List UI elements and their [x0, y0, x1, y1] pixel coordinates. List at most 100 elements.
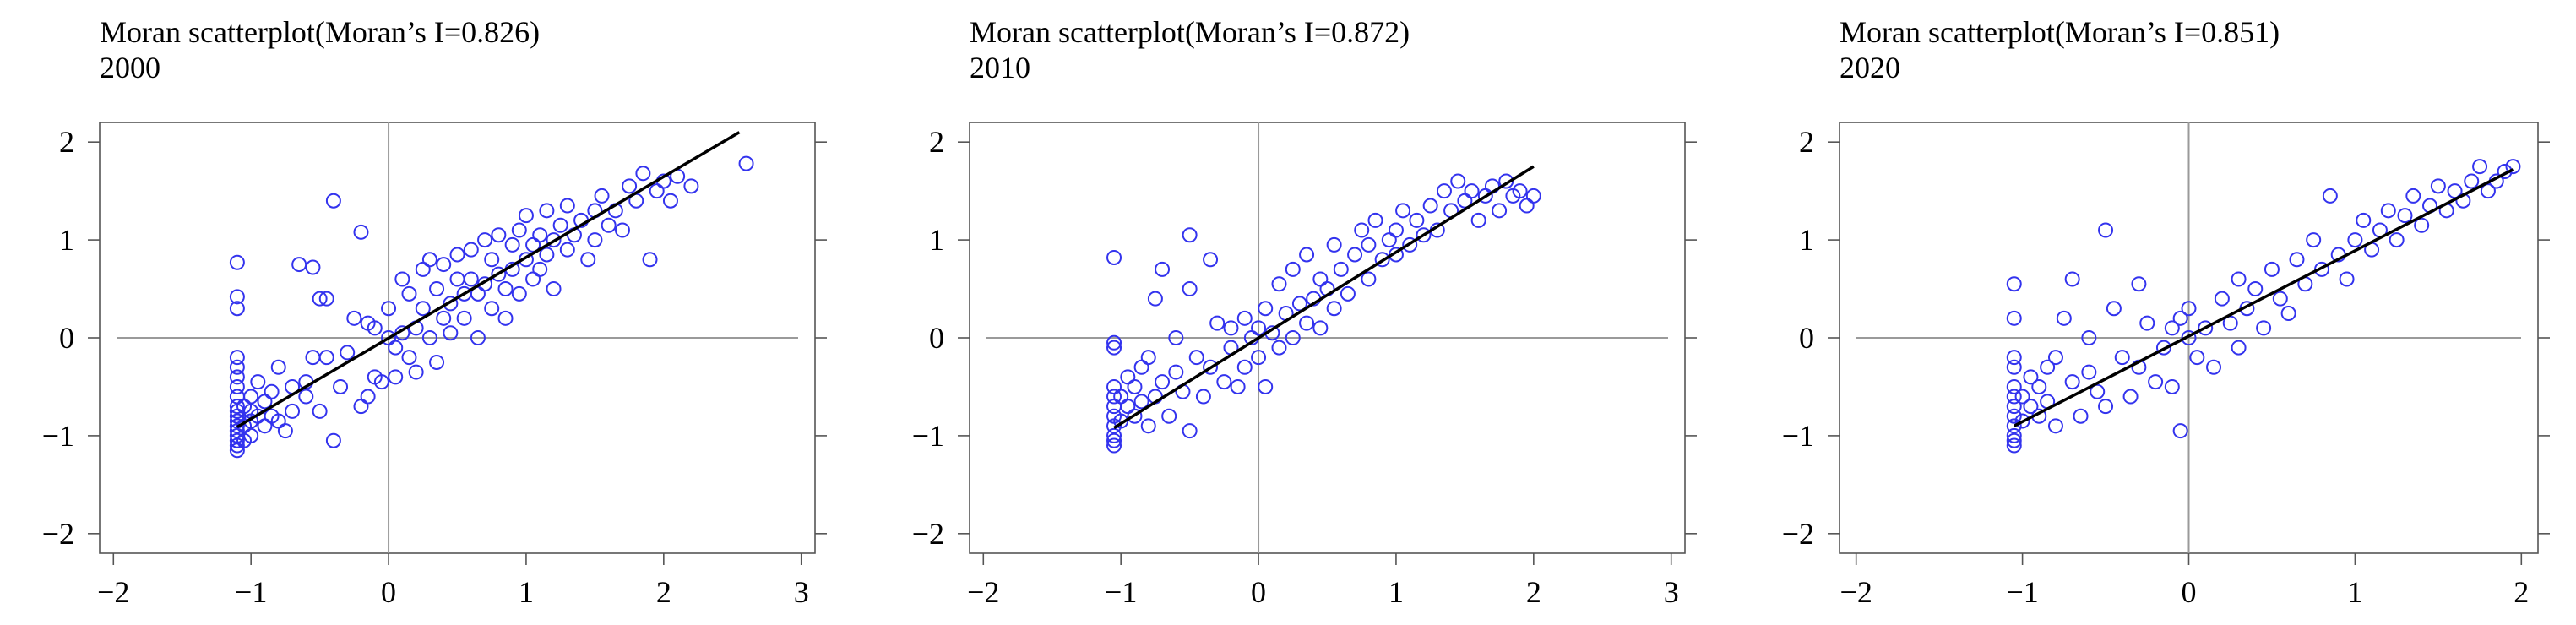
data-point	[463, 242, 479, 258]
data-point	[1299, 247, 1315, 263]
x-tick-label: 0	[1251, 575, 1266, 609]
data-point	[1395, 203, 1411, 219]
data-point	[738, 155, 754, 171]
data-point	[2006, 276, 2022, 292]
panel-2020: Moran scatterplot(Moran’s I=0.851) 2020 …	[1740, 0, 2576, 625]
data-point	[497, 281, 514, 297]
data-point	[2081, 330, 2097, 345]
x-tick-label: 0	[2182, 575, 2197, 609]
data-point	[1519, 198, 1535, 214]
data-point	[1251, 320, 1267, 336]
data-point	[229, 432, 245, 448]
data-point	[2114, 350, 2130, 366]
panel-2010: Moran scatterplot(Moran’s I=0.872) 2010 …	[870, 0, 1715, 625]
data-point	[2189, 350, 2205, 366]
data-point	[1127, 408, 1143, 424]
data-point	[1450, 173, 1466, 189]
data-point	[1333, 261, 1349, 277]
y-tick-label: 1	[59, 223, 74, 257]
y-tick-label: 1	[929, 223, 944, 257]
data-point	[1223, 320, 1239, 336]
y-tick-label: −2	[1782, 517, 1814, 551]
scatter-plot: −2 −1 0 1 2 −2 −1 0 1 2	[1782, 122, 2550, 609]
x-tick-label: −1	[2006, 575, 2038, 609]
data-point	[408, 364, 424, 380]
chart-title: Moran scatterplot(Moran’s I=0.872)	[970, 15, 1410, 49]
x-tick-label: 1	[519, 575, 534, 609]
data-point	[1140, 350, 1156, 366]
data-point	[1367, 212, 1383, 228]
data-point	[1354, 222, 1370, 238]
data-point	[436, 257, 452, 273]
data-point	[2014, 389, 2030, 405]
regression-line	[1113, 165, 1535, 430]
data-point	[333, 378, 349, 394]
data-point	[552, 217, 568, 233]
data-point	[635, 166, 651, 182]
data-point	[2047, 418, 2063, 434]
data-point	[1258, 378, 1274, 394]
data-point	[1168, 330, 1184, 345]
data-point	[2064, 374, 2080, 390]
y-tick-label: 2	[1799, 125, 1814, 159]
data-point	[291, 257, 307, 273]
data-point	[1464, 183, 1480, 199]
data-point	[2289, 252, 2305, 268]
data-point	[367, 320, 383, 336]
y-tick-label: 0	[929, 321, 944, 355]
data-point	[497, 310, 514, 326]
data-point	[2464, 173, 2480, 189]
data-point	[491, 227, 507, 243]
data-point	[1147, 291, 1163, 307]
data-point	[559, 242, 575, 258]
data-point	[2314, 261, 2330, 277]
data-point	[649, 183, 665, 199]
data-point	[2006, 438, 2022, 454]
data-point	[2322, 188, 2338, 204]
data-point	[2073, 408, 2089, 424]
data-point	[2247, 281, 2264, 297]
data-point	[2206, 359, 2222, 375]
data-point	[346, 310, 362, 326]
data-point	[2006, 427, 2022, 443]
data-point	[1182, 281, 1198, 297]
data-point	[1361, 236, 1377, 253]
data-point	[463, 271, 479, 287]
data-point	[2389, 232, 2405, 248]
data-point	[2006, 399, 2022, 415]
data-point	[394, 271, 410, 287]
data-point	[518, 252, 534, 268]
data-point	[2231, 340, 2247, 356]
data-point	[2006, 418, 2022, 434]
data-point	[587, 232, 603, 248]
y-tick-label: −1	[912, 419, 944, 453]
data-point	[2505, 159, 2521, 175]
data-point	[594, 188, 610, 204]
data-point	[2006, 310, 2022, 326]
data-point	[2098, 399, 2114, 415]
data-point	[518, 208, 534, 224]
data-point	[1182, 423, 1198, 439]
x-tick-label: −2	[1840, 575, 1872, 609]
data-point	[1409, 212, 1425, 228]
chart-subtitle: 2000	[100, 51, 160, 84]
data-point	[1525, 188, 1541, 204]
data-point	[1120, 369, 1136, 385]
data-point	[1106, 432, 1122, 448]
data-point	[1120, 399, 1136, 415]
data-point	[2148, 374, 2164, 390]
data-point	[2264, 261, 2280, 277]
data-point	[1133, 359, 1149, 375]
data-point	[642, 252, 658, 268]
x-tick-label: 0	[381, 575, 396, 609]
data-point	[436, 310, 452, 326]
data-point	[2172, 423, 2188, 439]
x-tick-label: 3	[794, 575, 809, 609]
data-point	[325, 432, 341, 448]
data-point	[443, 325, 459, 341]
data-point	[2006, 408, 2022, 424]
y-tick-label: −2	[912, 517, 944, 551]
chart-title: Moran scatterplot(Moran’s I=0.851)	[1840, 15, 2280, 49]
data-point	[2181, 330, 2197, 345]
data-point	[2106, 301, 2122, 317]
